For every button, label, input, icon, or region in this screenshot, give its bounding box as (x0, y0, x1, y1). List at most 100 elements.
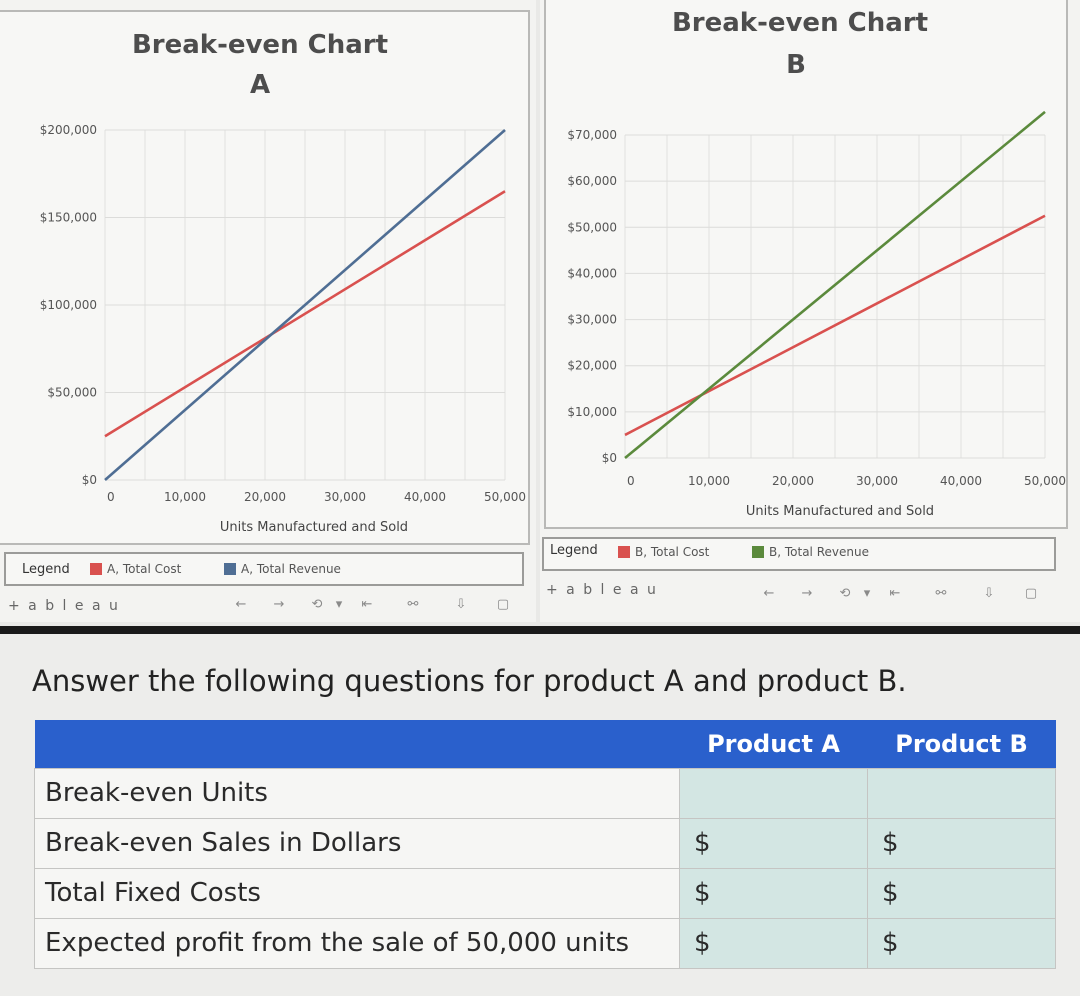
y-tick-label: $10,000 (567, 405, 617, 419)
header-blank (34, 720, 680, 768)
reset-icon[interactable]: ⇤ (889, 586, 901, 601)
download-icon[interactable]: ⇩ (455, 597, 467, 612)
series-line-1 (104, 129, 506, 481)
x-tick-label: 10,000 (688, 474, 730, 488)
legend-swatch (90, 563, 102, 575)
chart-plot-a: $0 $50,000 $100,000 $150,000 $200,000 0 10,000… (40, 123, 526, 535)
answer-cell-a[interactable]: $ (679, 817, 868, 869)
legend-label: B, Total Cost (635, 545, 710, 559)
answer-cell-b[interactable]: $ (867, 867, 1056, 919)
x-tick-label: 20,000 (772, 474, 814, 488)
x-tick-label: 50,000 (484, 490, 526, 504)
legend-a: Legend A, Total Cost A, Total Revenue (4, 552, 524, 586)
y-tick-label: $50,000 (47, 386, 97, 400)
legend-title: Legend (550, 543, 598, 558)
row-label: Break-even Sales in Dollars (34, 817, 680, 869)
chart-title-a: Break-even Chart (131, 30, 389, 60)
share-icon[interactable]: ⚯ (935, 586, 947, 601)
toolbar-b: ← → ⟲ ▾ ⇤ ⚯ ⇩ ▢ (758, 586, 1042, 601)
table-row: Break-even Sales in Dollars $ $ (34, 817, 1056, 869)
x-tick-label: 0 (107, 490, 115, 504)
answer-cell-a[interactable]: $ (679, 917, 868, 969)
download-icon[interactable]: ⇩ (983, 586, 995, 601)
legend-b: Legend B, Total Cost B, Total Revenue (542, 537, 1056, 571)
answer-table: Product A Product B Break-even Units Bre… (34, 720, 1056, 969)
legend-item-total-revenue[interactable]: A, Total Revenue (224, 562, 341, 576)
table-row: Total Fixed Costs $ $ (34, 867, 1056, 919)
tableau-logo: + a b l e a u (8, 598, 120, 614)
header-product-a: Product A (679, 720, 868, 768)
legend-item-total-revenue[interactable]: B, Total Revenue (752, 545, 869, 559)
series-line-0 (104, 190, 506, 438)
legend-item-total-cost[interactable]: B, Total Cost (618, 545, 709, 559)
answer-table-header: Product A Product B (34, 720, 1056, 768)
y-tick-label: $100,000 (40, 298, 97, 312)
legend-swatch (224, 563, 236, 575)
y-tick-label: $60,000 (567, 174, 617, 188)
redo-icon[interactable]: → (273, 597, 285, 612)
legend-swatch (752, 546, 764, 558)
legend-label: A, Total Cost (107, 562, 182, 576)
answer-cell-a[interactable] (679, 767, 868, 819)
reset-icon[interactable]: ⇤ (361, 597, 373, 612)
y-tick-label: $0 (82, 473, 97, 487)
toolbar-a: ← → ⟲ ▾ ⇤ ⚯ ⇩ ▢ (230, 597, 514, 612)
y-tick-label: $40,000 (567, 266, 617, 280)
row-label: Total Fixed Costs (34, 867, 680, 919)
redo-icon[interactable]: → (801, 586, 813, 601)
x-tick-label: 0 (627, 474, 635, 488)
dropdown-caret-icon[interactable]: ▾ (863, 586, 871, 601)
y-tick-label: $200,000 (40, 123, 97, 137)
y-tick-label: $70,000 (567, 128, 617, 142)
answer-cell-b[interactable] (867, 767, 1056, 819)
x-tick-label: 10,000 (164, 490, 206, 504)
row-label: Break-even Units (34, 767, 680, 819)
chart-frame-b (544, 0, 1068, 529)
answer-cell-b[interactable]: $ (867, 817, 1056, 869)
x-tick-label: 30,000 (856, 474, 898, 488)
y-tick-label: $30,000 (567, 313, 617, 327)
share-icon[interactable]: ⚯ (407, 597, 419, 612)
x-axis-title: Units Manufactured and Sold (746, 504, 934, 519)
chart-panel-a: Break-even Chart A $0 $50,000 $100,000 $150… (0, 0, 536, 622)
y-tick-label: $0 (602, 451, 617, 465)
x-tick-label: 30,000 (324, 490, 366, 504)
fullscreen-icon[interactable]: ▢ (1024, 586, 1038, 601)
series-line-1 (624, 110, 1046, 460)
undo-icon[interactable]: ← (235, 597, 247, 612)
legend-title: Legend (22, 562, 70, 577)
y-tick-label: $150,000 (40, 211, 97, 225)
table-row: Expected profit from the sale of 50,000 … (34, 917, 1056, 969)
series-line-0 (624, 214, 1046, 437)
row-label: Expected profit from the sale of 50,000 … (34, 917, 680, 969)
question-text: Answer the following questions for produ… (32, 664, 907, 698)
x-tick-label: 20,000 (244, 490, 286, 504)
chart-panel-b: Break-even Chart B $0 $10,000 $20,000 $30,0… (540, 0, 1080, 622)
x-tick-label: 40,000 (404, 490, 446, 504)
revert-icon[interactable]: ⟲ (839, 586, 851, 601)
divider (0, 626, 1080, 634)
chart-title-b: Break-even Chart (671, 8, 929, 38)
answer-cell-b[interactable]: $ (867, 917, 1056, 969)
undo-icon[interactable]: ← (763, 586, 775, 601)
legend-label: B, Total Revenue (769, 545, 869, 559)
chart-subtitle-b: B (786, 50, 806, 80)
x-tick-label: 50,000 (1024, 474, 1066, 488)
tableau-logo: + a b l e a u (546, 582, 658, 598)
y-tick-label: $20,000 (567, 359, 617, 373)
fullscreen-icon[interactable]: ▢ (496, 597, 510, 612)
legend-label: A, Total Revenue (241, 562, 341, 576)
legend-swatch (618, 546, 630, 558)
chart-plot-b: $0 $10,000 $20,000 $30,000 $40,000 $50,000 $60… (567, 110, 1066, 519)
answer-cell-a[interactable]: $ (679, 867, 868, 919)
legend-item-total-cost[interactable]: A, Total Cost (90, 562, 181, 576)
question-section: Answer the following questions for produ… (0, 634, 1080, 996)
x-tick-label: 40,000 (940, 474, 982, 488)
x-axis-title: Units Manufactured and Sold (220, 520, 408, 535)
dropdown-caret-icon[interactable]: ▾ (335, 597, 343, 612)
header-product-b: Product B (867, 720, 1056, 768)
revert-icon[interactable]: ⟲ (311, 597, 323, 612)
y-tick-label: $50,000 (567, 220, 617, 234)
chart-subtitle-a: A (249, 70, 271, 100)
table-row: Break-even Units (34, 767, 1056, 819)
